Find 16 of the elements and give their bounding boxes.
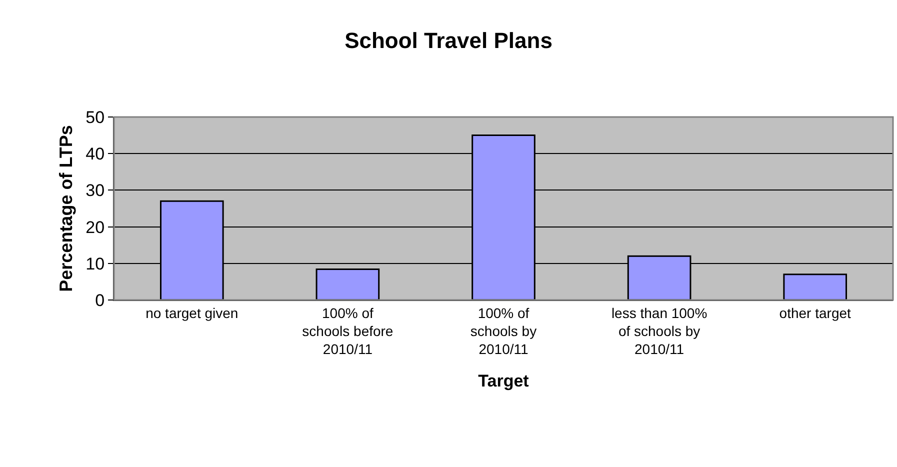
x-tick-label: 100% of schools by 2010/11: [470, 304, 537, 358]
x-tick-label: less than 100% of schools by 2010/11: [611, 304, 708, 358]
y-tick-label: 20: [86, 218, 105, 237]
x-tick-label: no target given: [146, 304, 238, 321]
y-tick-label: 10: [86, 254, 105, 274]
x-tick-label: other target: [779, 304, 852, 321]
x-tick-label: 100% of schools before 2010/11: [302, 304, 394, 358]
y-tick-label: 0: [95, 290, 105, 310]
chart-title: School Travel Plans: [344, 28, 552, 54]
x-axis-title: Target: [478, 372, 530, 391]
y-tick-label: 40: [86, 144, 105, 164]
y-tick-label: 30: [86, 181, 105, 200]
y-axis-title: Percentage of LTPs: [56, 125, 76, 292]
bar: [783, 274, 848, 300]
y-tick-label: 50: [86, 108, 105, 127]
bar: [316, 268, 380, 300]
